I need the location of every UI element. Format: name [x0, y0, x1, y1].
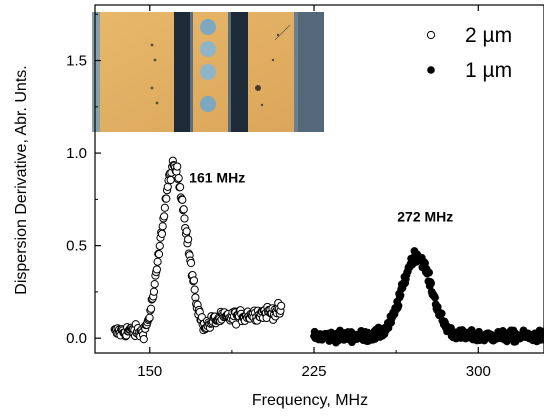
data-point — [150, 280, 159, 289]
data-point — [431, 293, 439, 302]
data-point — [149, 287, 159, 296]
data-point — [173, 162, 182, 171]
legend-marker-open-circle — [426, 30, 436, 40]
data-point — [162, 194, 171, 203]
annotation-161mhz: 161 MHz — [189, 170, 245, 186]
data-point — [139, 335, 148, 344]
data-point — [160, 212, 169, 221]
data-point — [277, 301, 286, 310]
data-point — [145, 313, 154, 322]
series-filled-circles — [310, 247, 544, 347]
y-tick-label: 0.0 — [66, 330, 87, 347]
data-point — [174, 174, 183, 183]
data-point — [190, 285, 199, 294]
data-point — [437, 309, 446, 318]
inset-microscope-image — [92, 12, 324, 132]
data-point — [146, 304, 156, 313]
y-tick-label: 1.5 — [66, 53, 87, 70]
annotation-272mhz: 272 MHz — [397, 209, 453, 225]
y-axis-label: Dispersion Derivative, Abr. Unts. — [13, 65, 30, 294]
axis-tick-labels: 150 225 300 0.0 0.5 1.0 1.5 — [66, 53, 491, 380]
data-point — [152, 265, 161, 274]
data-point — [186, 258, 196, 268]
data-point — [178, 195, 187, 204]
x-axis-label: Frequency, MHz — [252, 392, 368, 409]
y-tick-label: 0.5 — [66, 238, 87, 255]
data-point — [176, 183, 185, 192]
legend: 2 µm 1 µm — [426, 24, 512, 82]
data-point — [160, 203, 169, 212]
plot-frame — [94, 4, 544, 354]
series-layer — [110, 156, 544, 347]
legend-marker-filled-circle — [427, 66, 435, 74]
data-point — [427, 279, 435, 288]
data-point — [153, 257, 162, 266]
data-point — [396, 291, 405, 300]
y-tick-label: 1.0 — [66, 145, 87, 162]
legend-label-2um: 2 µm — [465, 24, 512, 47]
data-point — [154, 250, 164, 259]
data-point — [184, 235, 193, 244]
data-point — [163, 182, 172, 191]
x-tick-label: 150 — [137, 363, 162, 380]
axis-ticks — [95, 5, 479, 353]
data-point — [179, 205, 188, 214]
data-point — [425, 268, 433, 277]
data-point — [182, 227, 191, 236]
data-point — [189, 276, 199, 285]
data-point — [180, 214, 189, 223]
x-tick-label: 300 — [466, 363, 491, 380]
x-tick-label: 225 — [302, 363, 327, 380]
data-point — [158, 222, 167, 231]
legend-label-1um: 1 µm — [465, 59, 512, 82]
series-open-circles — [110, 156, 286, 344]
data-point — [166, 175, 175, 185]
data-point — [157, 229, 167, 238]
data-point — [155, 241, 164, 251]
data-point — [394, 301, 403, 310]
